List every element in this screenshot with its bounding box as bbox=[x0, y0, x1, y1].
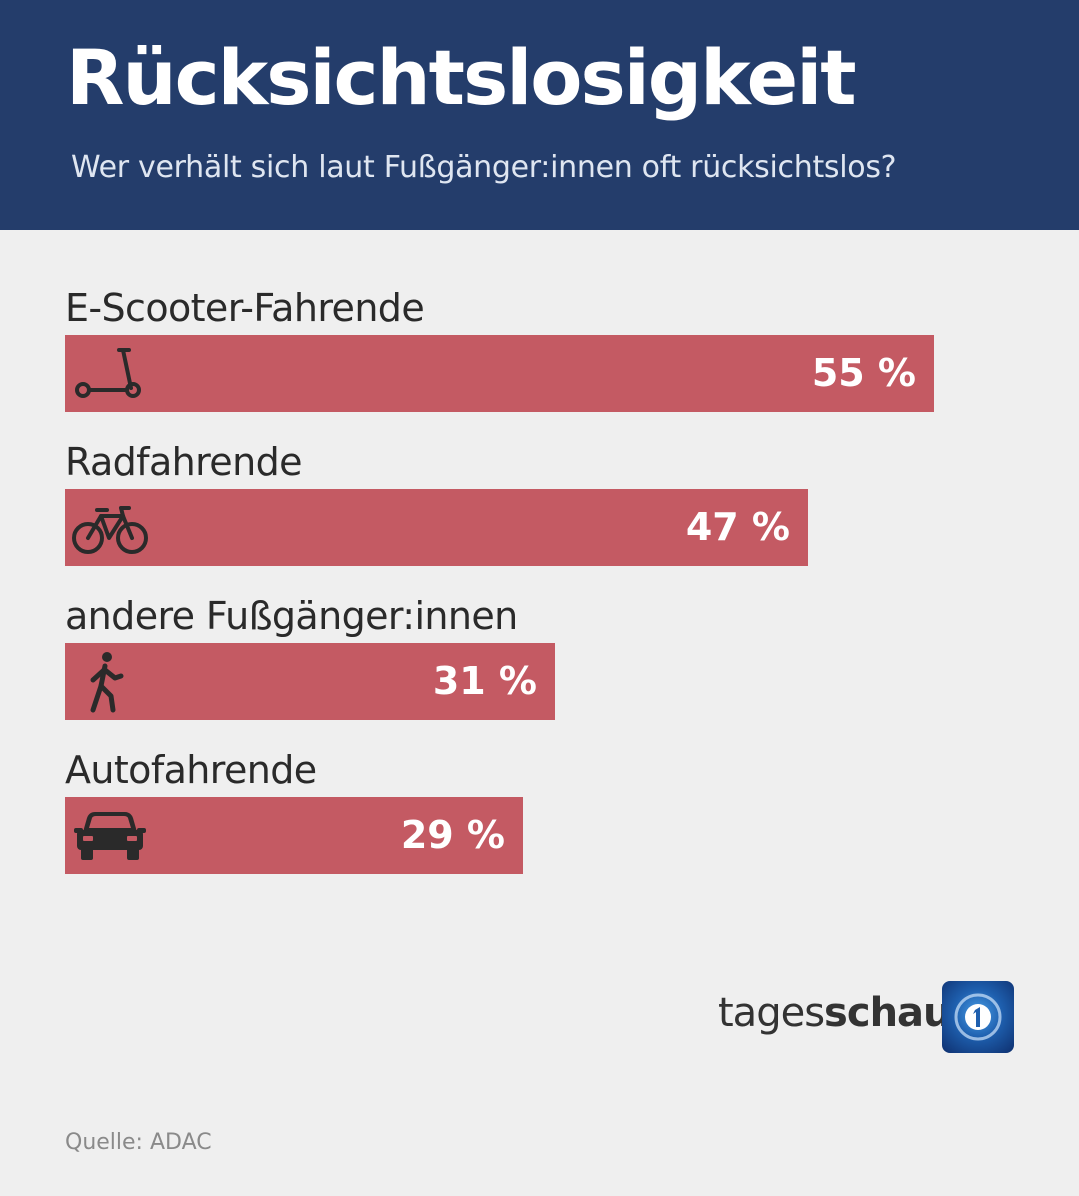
brand-prefix: tages bbox=[718, 990, 825, 1036]
bar: 31 % bbox=[65, 643, 555, 720]
brand-wordmark: tagesschau bbox=[718, 990, 952, 1036]
chart-subtitle: Wer verhält sich laut Fußgänger:innen of… bbox=[71, 150, 897, 185]
brand-suffix: schau bbox=[824, 990, 951, 1036]
bar-value-label: 29 % bbox=[400, 813, 505, 857]
category-label: andere Fußgänger:innen bbox=[65, 594, 518, 638]
bar: 55 % bbox=[65, 335, 934, 412]
category-label: E-Scooter-Fahrende bbox=[65, 286, 425, 330]
category-label: Autofahrende bbox=[65, 748, 317, 792]
bicycle-icon bbox=[71, 496, 149, 560]
scooter-icon bbox=[71, 342, 149, 406]
bar-chart: E-Scooter-Fahrende 55 % Radfahrende 47 % and… bbox=[0, 230, 1079, 930]
bar: 29 % bbox=[65, 797, 523, 874]
pedestrian-icon bbox=[71, 650, 149, 714]
source-note: Quelle: ADAC bbox=[65, 1130, 212, 1155]
ard-one-logo-icon bbox=[942, 981, 1014, 1053]
category-label: Radfahrende bbox=[65, 440, 302, 484]
chart-title: Rücksichtslosigkeit bbox=[66, 33, 857, 122]
bar-value-label: 55 % bbox=[811, 351, 916, 395]
car-icon bbox=[71, 804, 149, 868]
header-banner: Rücksichtslosigkeit Wer verhält sich lau… bbox=[0, 0, 1079, 230]
bar-value-label: 47 % bbox=[685, 505, 790, 549]
bar: 47 % bbox=[65, 489, 808, 566]
bar-value-label: 31 % bbox=[432, 659, 537, 703]
